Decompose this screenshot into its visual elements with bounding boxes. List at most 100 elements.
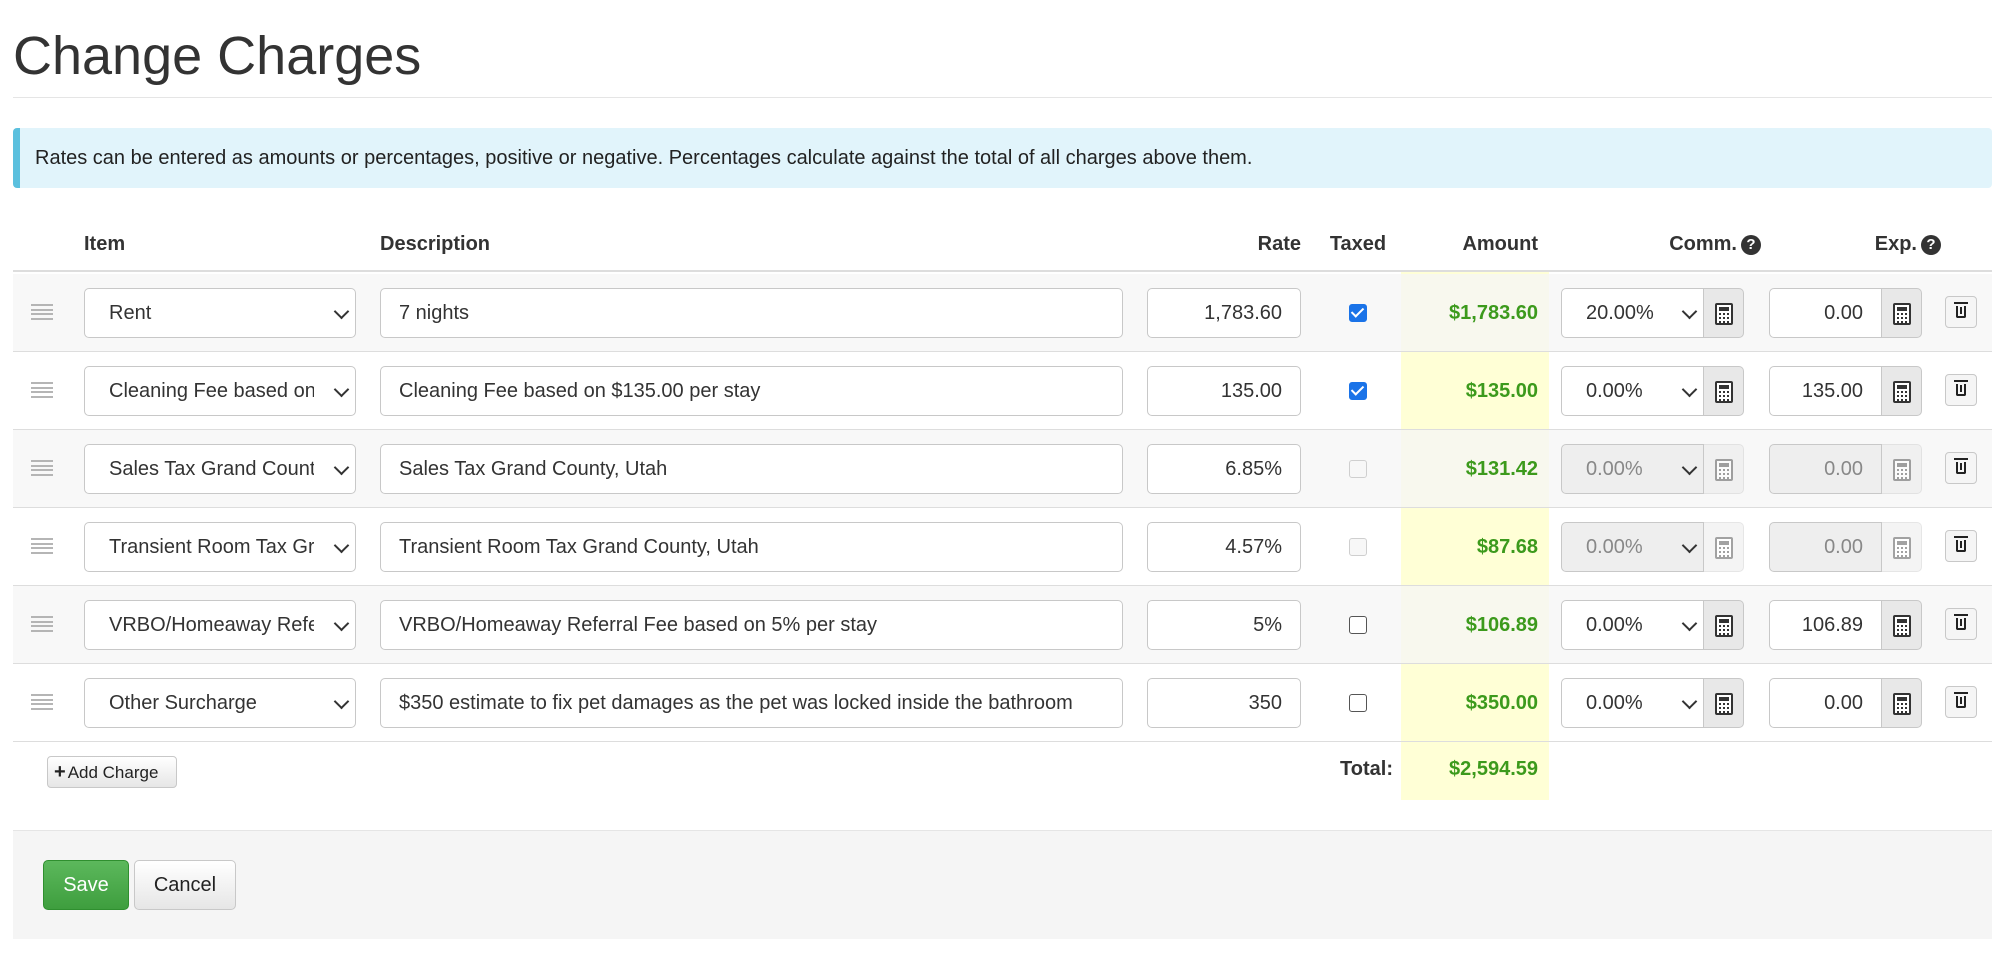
delete-row-button[interactable] bbox=[1945, 686, 1977, 718]
header-exp: Exp.? bbox=[1793, 232, 1941, 256]
total-value: $2,594.59 bbox=[1449, 758, 1538, 780]
title-divider bbox=[13, 97, 1992, 98]
chevron-down-icon bbox=[1681, 615, 1698, 632]
amount-value: $131.42 bbox=[1465, 458, 1538, 480]
question-circle-icon[interactable]: ? bbox=[1741, 235, 1761, 255]
header-comm: Comm.? bbox=[1613, 232, 1761, 256]
commission-calculator-button[interactable] bbox=[1704, 366, 1744, 416]
amount-value: $350.00 bbox=[1465, 692, 1538, 714]
trash-icon bbox=[1954, 536, 1968, 552]
expense-calculator-button[interactable] bbox=[1882, 288, 1922, 338]
expense-input[interactable]: 0.00 bbox=[1769, 288, 1882, 338]
charge-row: Transient Room Tax Grand County, Utah Tra… bbox=[13, 508, 1992, 586]
trash-icon bbox=[1954, 614, 1968, 630]
chevron-down-icon bbox=[1681, 459, 1698, 476]
commission-calculator-button bbox=[1704, 522, 1744, 572]
rate-input[interactable]: 350 bbox=[1147, 678, 1301, 728]
chevron-down-icon bbox=[1681, 381, 1698, 398]
description-input[interactable]: Sales Tax Grand County, Utah bbox=[380, 444, 1123, 494]
amount-value: $135.00 bbox=[1465, 380, 1538, 402]
item-select-value: Sales Tax Grand County, Utah bbox=[109, 458, 314, 480]
charge-row: Cleaning Fee based on $135.00 per stay Cl… bbox=[13, 352, 1992, 430]
delete-row-button[interactable] bbox=[1945, 374, 1977, 406]
header-amount: Amount bbox=[1462, 233, 1538, 255]
description-input[interactable]: Cleaning Fee based on $135.00 per stay bbox=[380, 366, 1123, 416]
chevron-down-icon bbox=[1681, 693, 1698, 710]
commission-calculator-button[interactable] bbox=[1704, 288, 1744, 338]
item-select[interactable]: VRBO/Homeaway Referral Fee based on 5% p… bbox=[84, 600, 356, 650]
calculator-icon bbox=[1893, 381, 1911, 403]
drag-handle-icon[interactable] bbox=[31, 382, 53, 398]
item-select[interactable]: Rent bbox=[84, 288, 356, 338]
description-input[interactable]: Transient Room Tax Grand County, Utah bbox=[380, 522, 1123, 572]
rate-input[interactable]: 4.57% bbox=[1147, 522, 1301, 572]
rate-input[interactable]: 6.85% bbox=[1147, 444, 1301, 494]
description-input[interactable]: VRBO/Homeaway Referral Fee based on 5% p… bbox=[380, 600, 1123, 650]
drag-handle-icon[interactable] bbox=[31, 304, 53, 320]
charge-row: Sales Tax Grand County, Utah Sales Tax Gr… bbox=[13, 430, 1992, 508]
item-select-value: Other Surcharge bbox=[109, 692, 257, 714]
expense-input[interactable]: 106.89 bbox=[1769, 600, 1882, 650]
drag-handle-icon[interactable] bbox=[31, 538, 53, 554]
delete-row-button[interactable] bbox=[1945, 530, 1977, 562]
delete-row-button[interactable] bbox=[1945, 608, 1977, 640]
add-charge-label: Add Charge bbox=[67, 763, 159, 782]
description-input[interactable]: 7 nights bbox=[380, 288, 1123, 338]
calculator-icon bbox=[1893, 615, 1911, 637]
item-select-value: VRBO/Homeaway Referral Fee based on 5% p… bbox=[109, 614, 314, 636]
question-circle-icon[interactable]: ? bbox=[1921, 235, 1941, 255]
calculator-icon bbox=[1715, 381, 1733, 403]
header-rate: Rate bbox=[1257, 233, 1301, 255]
cancel-button[interactable]: Cancel bbox=[134, 860, 236, 910]
expense-calculator-button[interactable] bbox=[1882, 678, 1922, 728]
info-alert: Rates can be entered as amounts or perce… bbox=[13, 128, 1992, 188]
delete-row-button[interactable] bbox=[1945, 296, 1977, 328]
commission-select[interactable]: 0.00% bbox=[1561, 600, 1704, 650]
chevron-down-icon bbox=[333, 537, 350, 554]
commission-value: 20.00% bbox=[1586, 302, 1654, 324]
form-footer: Save Cancel bbox=[13, 830, 1992, 939]
description-input[interactable]: $350 estimate to fix pet damages as the … bbox=[380, 678, 1123, 728]
expense-input[interactable]: 0.00 bbox=[1769, 678, 1882, 728]
trash-icon bbox=[1954, 692, 1968, 708]
delete-row-button[interactable] bbox=[1945, 452, 1977, 484]
rate-input[interactable]: 5% bbox=[1147, 600, 1301, 650]
commission-value: 0.00% bbox=[1586, 380, 1643, 402]
item-select[interactable]: Other Surcharge bbox=[84, 678, 356, 728]
commission-select[interactable]: 0.00% bbox=[1561, 366, 1704, 416]
taxed-checkbox[interactable] bbox=[1349, 304, 1367, 322]
taxed-checkbox bbox=[1349, 460, 1367, 478]
item-select[interactable]: Transient Room Tax Grand County, Utah bbox=[84, 522, 356, 572]
chevron-down-icon bbox=[1681, 537, 1698, 554]
commission-select[interactable]: 20.00% bbox=[1561, 288, 1704, 338]
chevron-down-icon bbox=[333, 459, 350, 476]
taxed-checkbox[interactable] bbox=[1349, 616, 1367, 634]
taxed-checkbox[interactable] bbox=[1349, 694, 1367, 712]
expense-calculator-button[interactable] bbox=[1882, 366, 1922, 416]
taxed-checkbox[interactable] bbox=[1349, 382, 1367, 400]
rate-input[interactable]: 1,783.60 bbox=[1147, 288, 1301, 338]
commission-select[interactable]: 0.00% bbox=[1561, 678, 1704, 728]
header-item: Item bbox=[84, 233, 126, 255]
item-select[interactable]: Cleaning Fee based on $135.00 per stay bbox=[84, 366, 356, 416]
plus-icon: + bbox=[54, 761, 66, 783]
expense-calculator-button bbox=[1882, 444, 1922, 494]
rate-input[interactable]: 135.00 bbox=[1147, 366, 1301, 416]
chevron-down-icon bbox=[333, 615, 350, 632]
header-description: Description bbox=[380, 233, 491, 255]
drag-handle-icon[interactable] bbox=[31, 616, 53, 632]
commission-calculator-button[interactable] bbox=[1704, 600, 1744, 650]
commission-select: 0.00% bbox=[1561, 522, 1704, 572]
commission-calculator-button[interactable] bbox=[1704, 678, 1744, 728]
expense-calculator-button[interactable] bbox=[1882, 600, 1922, 650]
add-charge-button[interactable]: + Add Charge bbox=[47, 756, 177, 788]
calculator-icon bbox=[1715, 459, 1733, 481]
expense-input[interactable]: 135.00 bbox=[1769, 366, 1882, 416]
save-button[interactable]: Save bbox=[43, 860, 129, 910]
drag-handle-icon[interactable] bbox=[31, 694, 53, 710]
item-select[interactable]: Sales Tax Grand County, Utah bbox=[84, 444, 356, 494]
taxed-checkbox bbox=[1349, 538, 1367, 556]
amount-column-highlight bbox=[1401, 272, 1549, 800]
expense-input: 0.00 bbox=[1769, 522, 1882, 572]
drag-handle-icon[interactable] bbox=[31, 460, 53, 476]
